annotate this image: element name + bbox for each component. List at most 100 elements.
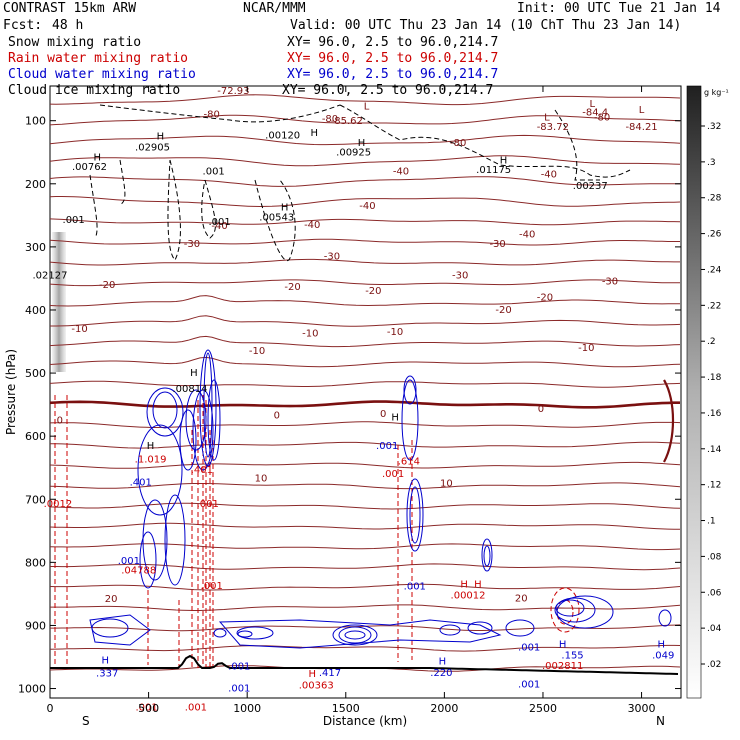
isotherm-label: -30	[602, 277, 618, 288]
cloud-ice-contour	[554, 109, 600, 181]
extremum-label: .001	[376, 441, 398, 452]
cloud-water-contour	[481, 538, 493, 572]
field-cloudwater-xy: XY= 96.0, 2.5 to 96.0,214.7	[287, 67, 498, 82]
isotherm-line	[49, 238, 680, 246]
extremum-label: .001	[118, 556, 140, 567]
isotherm-label: 0	[274, 410, 280, 421]
field-snow-xy: XY= 96.0, 2.5 to 96.0,214.7	[287, 35, 498, 50]
extremum-label: H	[147, 441, 155, 452]
isotherm-line	[49, 176, 680, 187]
isotherm-label: -10	[302, 328, 318, 339]
isotherm-line	[49, 218, 681, 226]
isotherm-line	[50, 563, 681, 571]
colorbar-tick-label: .16	[707, 409, 722, 419]
extremum-label: H	[500, 156, 508, 167]
title-center: NCAR/MMM	[243, 1, 306, 16]
extremum-label: .614	[398, 457, 420, 468]
isotherm-line	[49, 583, 681, 591]
cloud-water-contour	[179, 409, 197, 471]
extremum-label: .1.019	[135, 455, 167, 466]
y-tick-label: 700	[25, 493, 46, 506]
extremum-label: -84.4	[582, 108, 608, 119]
extremum-label: H	[658, 640, 666, 651]
isotherm-line	[49, 134, 681, 146]
cloud-water-contour	[505, 619, 535, 637]
extremum-label: .02905	[135, 142, 170, 153]
extremum-label: -85.62	[331, 116, 363, 127]
extremum-label: H	[308, 669, 316, 680]
extremum-label: H	[358, 138, 366, 149]
extremum-label: .401	[191, 465, 213, 476]
extremum-label: L	[544, 113, 550, 124]
extremum-label: .04788	[121, 566, 156, 577]
extremum-label: .001	[135, 703, 157, 714]
extremum-label: .155	[561, 650, 583, 661]
colorbar-tick-label: .14	[707, 445, 722, 455]
cloud-water-contour	[401, 379, 419, 461]
colorbar-tick-label: .08	[707, 552, 722, 562]
isotherm-label: -40	[519, 229, 535, 240]
extremum-label: .00543	[259, 212, 294, 223]
x-end-label-left: S	[82, 714, 90, 728]
cloud-water-contour	[344, 630, 366, 640]
isotherm-label: -30	[184, 239, 200, 250]
cloud-water-contour	[207, 379, 221, 461]
isotherm-line	[49, 461, 681, 469]
colorbar-tick-label: .04	[707, 624, 722, 634]
isotherm-line	[49, 421, 681, 428]
cloud-water-contour	[203, 352, 213, 458]
cloud-water-contour	[89, 614, 151, 646]
isotherm-label: -30	[452, 270, 468, 281]
cloud-ice-contour	[167, 159, 181, 261]
colorbar-unit: g kg⁻¹	[704, 88, 729, 97]
isotherm-label: -10	[387, 327, 403, 338]
colorbar-tick-label: .12	[707, 481, 721, 491]
isotherm-line	[49, 196, 681, 208]
isotherm-label: -80	[450, 138, 466, 149]
isotherm-label: -40	[359, 201, 375, 212]
extremum-label: .001	[228, 684, 250, 695]
extremum-label: .00762	[72, 162, 107, 173]
zero-isotherm	[49, 400, 680, 409]
cloud-water-contour	[142, 499, 168, 581]
isotherm-label: -20	[365, 286, 381, 297]
isotherm-label: 20	[515, 593, 528, 604]
y-axis-label: Pressure (hPa)	[4, 349, 18, 435]
extremum-label: -84.21	[625, 122, 657, 133]
init-time: Init: 00 UTC Tue 21 Jan 14	[517, 1, 721, 16]
cloud-water-contour	[555, 599, 585, 617]
colorbar-tick-label: .28	[707, 194, 722, 204]
cloud-ice-contour	[99, 104, 341, 123]
isotherm-label: -40	[304, 220, 320, 231]
cloud-water-contour	[139, 531, 157, 589]
extremum-label: .049	[652, 650, 674, 661]
cloud-ice-contour	[339, 104, 631, 178]
isotherm-line	[49, 335, 681, 348]
isotherm-label: -10	[249, 346, 265, 357]
isotherm-line	[49, 295, 681, 307]
plot-frame	[49, 85, 682, 699]
extremum-label: .00814	[173, 384, 208, 395]
colorbar: g kg⁻¹ .32 .3 .28 .26 .24 .22 .2 .18 .16 .14 .12 .1…	[686, 85, 729, 699]
x-tick-label: 500	[138, 702, 159, 715]
isotherm-label: 10	[440, 479, 453, 490]
colorbar-ticks: .32 .3 .28 .26 .24 .22 .2 .18 .16 .14 .12 .1 .08 .06.…	[701, 122, 722, 670]
extremum-label: H	[474, 580, 482, 591]
field-rain-xy: XY= 96.0, 2.5 to 96.0,214.7	[287, 51, 498, 66]
extremum-label: .0012	[44, 499, 73, 510]
cloud-water-contour	[137, 424, 183, 516]
field-rain-name: Rain water mixing ratio	[8, 51, 188, 66]
extremum-label: H	[439, 657, 447, 668]
x-tick-label: 2000	[430, 702, 458, 715]
isotherm-label: 0	[57, 416, 63, 427]
snow-shading	[52, 232, 66, 372]
y-tick-label: 500	[25, 367, 46, 380]
extremum-label: .02127	[33, 270, 68, 281]
isotherm-label: 0	[380, 409, 386, 420]
x-end-label-right: N	[656, 714, 665, 728]
field-cloudice-name: Cloud ice mixing ratio	[8, 83, 180, 98]
cloud-water-contour	[658, 609, 672, 627]
extremum-label: H	[190, 368, 198, 379]
fcst-value: 48 h	[52, 18, 83, 33]
isotherm-line	[50, 441, 681, 449]
